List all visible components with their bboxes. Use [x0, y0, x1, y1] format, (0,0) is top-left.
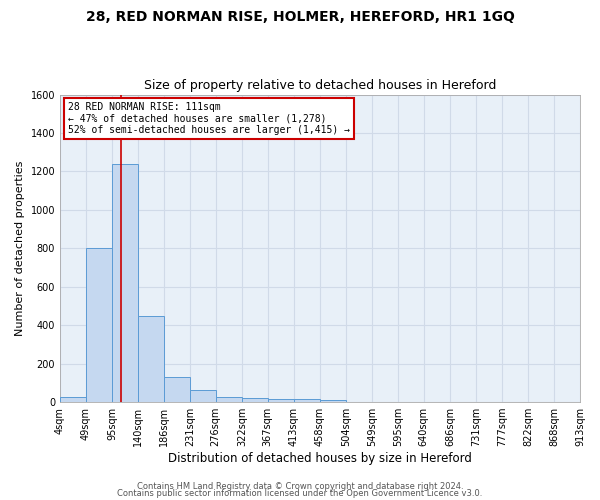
Bar [138, 316, 164, 402]
X-axis label: Distribution of detached houses by size in Hereford: Distribution of detached houses by size … [168, 452, 472, 465]
Bar [60, 398, 86, 402]
Bar [242, 398, 268, 402]
Bar [268, 399, 294, 402]
Text: 28 RED NORMAN RISE: 111sqm
← 47% of detached houses are smaller (1,278)
52% of s: 28 RED NORMAN RISE: 111sqm ← 47% of deta… [68, 102, 350, 136]
Bar [86, 248, 112, 402]
Bar [164, 377, 190, 402]
Bar [190, 390, 215, 402]
Title: Size of property relative to detached houses in Hereford: Size of property relative to detached ho… [144, 79, 496, 92]
Bar [294, 399, 320, 402]
Text: Contains HM Land Registry data © Crown copyright and database right 2024.: Contains HM Land Registry data © Crown c… [137, 482, 463, 491]
Bar [112, 164, 138, 402]
Bar [320, 400, 346, 402]
Bar [215, 398, 242, 402]
Y-axis label: Number of detached properties: Number of detached properties [15, 160, 25, 336]
Text: 28, RED NORMAN RISE, HOLMER, HEREFORD, HR1 1GQ: 28, RED NORMAN RISE, HOLMER, HEREFORD, H… [86, 10, 514, 24]
Text: Contains public sector information licensed under the Open Government Licence v3: Contains public sector information licen… [118, 489, 482, 498]
